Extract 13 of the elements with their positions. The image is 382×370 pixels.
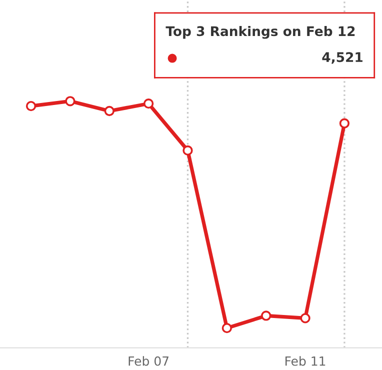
point xyxy=(222,322,232,334)
point xyxy=(182,145,193,156)
point xyxy=(143,98,154,109)
point xyxy=(26,100,36,112)
point xyxy=(261,310,272,321)
x-tick-label: Feb 07 xyxy=(128,356,168,366)
point xyxy=(300,313,310,324)
text: 4,521 xyxy=(322,52,362,64)
text: Top 3 Rankings on Feb 12 xyxy=(166,26,355,39)
point xyxy=(104,106,114,116)
point xyxy=(339,118,350,128)
point xyxy=(65,96,76,106)
x-tick-label: Feb 11 xyxy=(285,356,326,366)
